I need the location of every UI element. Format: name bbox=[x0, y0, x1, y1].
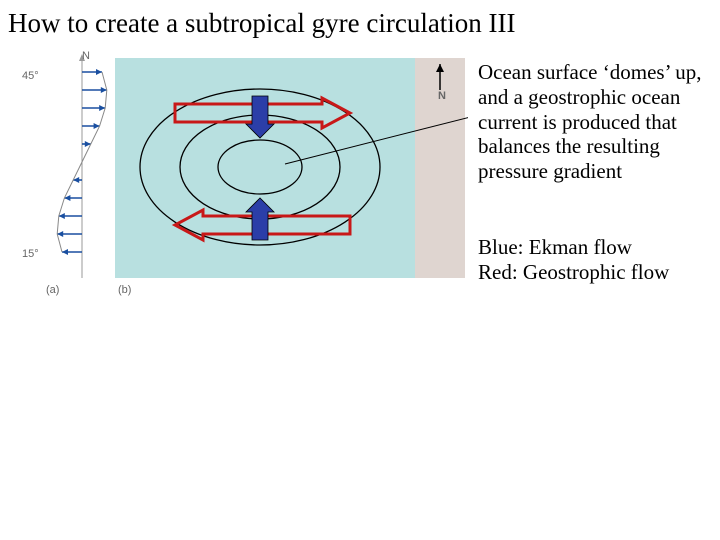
north-label: N bbox=[438, 90, 446, 102]
axis-lat-15: 15° bbox=[22, 248, 39, 260]
panel-b-label: (b) bbox=[118, 284, 131, 296]
caption-text: Ocean surface ‘domes’ up, and a geostrop… bbox=[478, 60, 710, 184]
panel-a-label: (a) bbox=[46, 284, 59, 296]
axis-lat-45: 45° bbox=[22, 70, 39, 82]
gyre-diagram: N 45° 15° (a) (b) N bbox=[20, 52, 468, 310]
axis-n-label: N bbox=[82, 50, 90, 62]
legend: Blue: Ekman flow Red: Geostrophic flow bbox=[478, 235, 710, 285]
legend-red: Red: Geostrophic flow bbox=[478, 260, 710, 285]
legend-blue: Blue: Ekman flow bbox=[478, 235, 710, 260]
page-title: How to create a subtropical gyre circula… bbox=[8, 8, 516, 39]
